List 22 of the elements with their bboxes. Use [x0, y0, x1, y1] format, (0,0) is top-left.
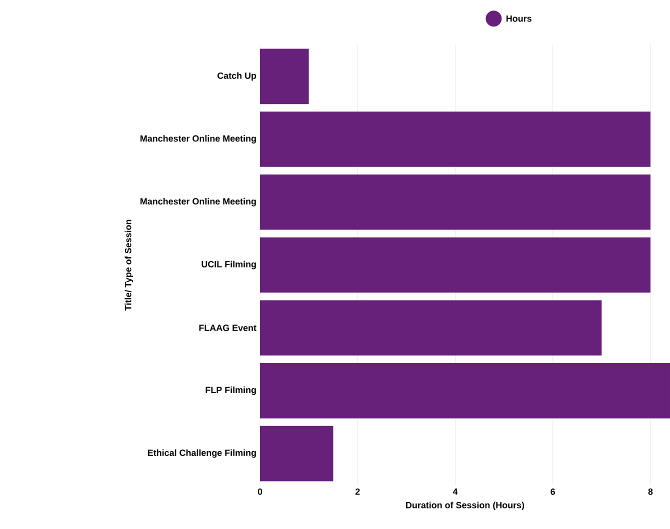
x-tick-label: 2 [355, 488, 360, 495]
legend-label: Hours [506, 15, 532, 22]
bar [260, 237, 650, 293]
y-tick-label: FLP Filming [206, 386, 256, 395]
y-tick-label: UCIL Filming [202, 260, 256, 270]
y-tick-label: Catch Up [218, 72, 256, 81]
y-tick-label: Manchester Online Meeting [140, 198, 256, 206]
y-axis-title: Title/ Type of Session [124, 220, 134, 311]
bar [260, 300, 602, 356]
x-tick-label: 6 [550, 488, 556, 495]
x-tick-label: 8 [648, 488, 653, 495]
y-tick-label: Manchester Online Meeting [140, 135, 256, 144]
y-tick-label: Ethical Challenge Filming [148, 449, 256, 458]
x-tick-label: 0 [258, 488, 262, 495]
x-tick-label: 4 [452, 488, 458, 495]
bar [260, 174, 650, 230]
bar [260, 426, 334, 482]
bar [260, 48, 309, 104]
bar [260, 363, 670, 418]
bar [260, 112, 650, 167]
x-axis-title: Duration of Session (Hours) [406, 502, 524, 510]
y-tick-label: FLAAG Event [199, 324, 256, 332]
